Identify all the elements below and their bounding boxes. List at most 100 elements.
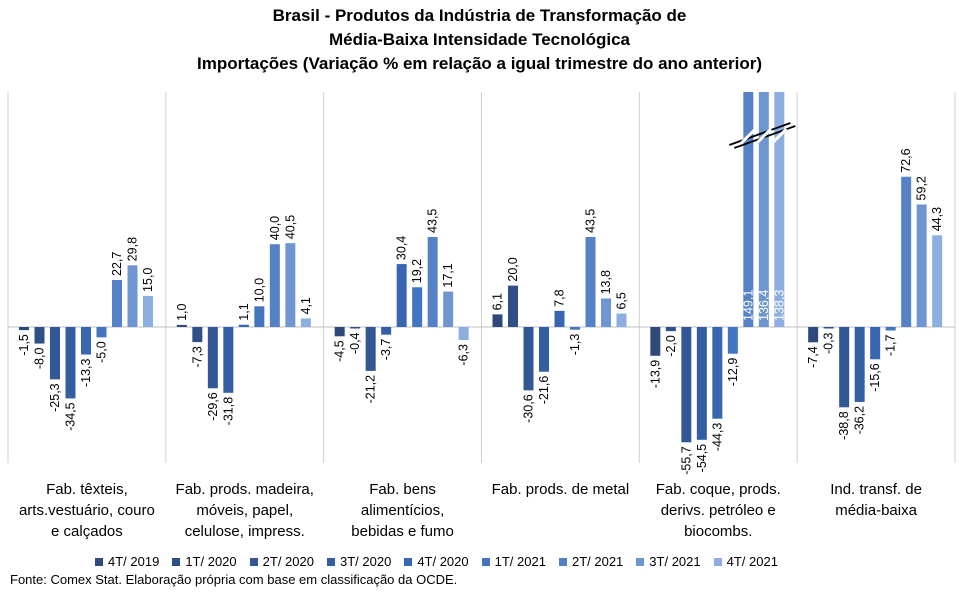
bar-3T2021-cat3 [601,298,611,327]
data-label: 19,2 [410,259,424,283]
data-label: 43,5 [584,209,598,233]
data-label: -13,3 [79,358,93,387]
data-label: -1,7 [884,334,898,356]
bar-4T2021-cat0 [143,295,153,327]
bar-3T2021-cat0 [127,265,138,327]
data-label: 40,0 [268,216,282,240]
category-label: Fab. têxteis, arts.vestuário, couro e calç… [19,481,155,540]
data-label: 17,1 [441,263,455,287]
data-label: 6,5 [615,292,629,309]
category-label-line: Fab. prods. madeira, [176,481,314,498]
bar-3T2020-cat2 [381,327,392,335]
bar-2T2020-cat3 [523,327,534,391]
data-label: 30,4 [395,236,409,260]
category-label-line: Fab. bens [369,481,436,498]
bar-4T2020-cat5 [870,327,881,360]
legend-label: 1T/ 2021 [494,554,546,569]
bar-4T2021-cat3 [616,313,627,327]
axis-break-gap [771,127,788,145]
data-label: -12,9 [726,358,740,387]
bar-4T2020-cat3 [554,310,565,327]
legend-swatch [249,557,258,566]
axis-break-gap [740,127,757,145]
legend-label: 4T/ 2021 [726,554,778,569]
data-label: -0,4 [348,332,362,354]
data-label: -13,9 [648,360,662,389]
bar-3T2021-cat1 [285,243,296,327]
bar-4T2021-cat5 [932,235,943,327]
legend-swatch [636,557,645,566]
data-label: 72,6 [899,148,913,172]
bar-4T2019-cat3 [492,314,503,327]
data-label: 40,5 [283,215,297,239]
bar-3T2021-cat5 [916,204,927,327]
bar-1T2020-cat2 [350,327,361,329]
legend-swatch [404,557,413,566]
legend: 4T/ 2019 1T/ 2020 2T/ 2020 3T/ 2020 4T/ 2020… [95,554,945,569]
bar-4T2019-cat5 [808,327,819,343]
data-label: 149,1 [741,290,755,321]
title-line-3: Importações (Variação % em relação a igu… [197,54,762,73]
category-label-line: derivs. petróleo e [661,502,776,519]
bar-2T2021-cat1 [269,244,280,327]
data-label: -6,3 [457,344,471,366]
category-label-line: móveis, papel, [196,502,293,519]
legend-label: 3T/ 2020 [339,554,392,569]
bar-1T2021-cat0 [96,327,107,338]
legend-label: 2T/ 2021 [571,554,624,569]
legend-item: 2T/ 2020 [249,554,314,569]
bar-3T2020-cat0 [65,327,76,399]
data-label: 15,0 [141,268,155,292]
legend-swatch [326,557,335,566]
data-label: -30,6 [522,394,536,423]
category-label-line: média-baixa [835,502,917,519]
category-label-line: Fab. têxteis, [46,481,128,498]
axis-break-mark [729,122,791,146]
chart-title: Brasil - Produtos da Indústria de Transf… [0,4,959,76]
bar-2T2021-cat2 [427,236,438,327]
data-label: 7,8 [553,289,567,306]
data-label: -2,0 [664,335,678,357]
data-label: -21,2 [364,375,378,404]
legend-swatch [713,557,722,566]
legend-label: 4T/ 2019 [108,554,160,569]
bar-2T2020-cat1 [207,327,218,389]
legend-label: 2T/ 2020 [262,554,314,569]
legend-item: 4T/ 2020 [404,554,469,569]
data-label: 43,5 [426,209,440,233]
data-label: 10,0 [252,278,266,302]
title-line-2: Média-Baixa Intensidade Tecnológica [328,30,631,49]
category-label-line: celulose, impress. [185,523,305,540]
data-labels: -1,5-8,0-25,3-34,5 -13,3-5,0 22,729,815,0 1… [17,148,944,474]
data-label: -1,5 [17,334,31,356]
legend-swatch [481,557,490,566]
bar-2T2020-cat5 [839,327,850,408]
bar-4T2020-cat1 [238,324,249,327]
category-label-line: Ind. transf. de [830,481,922,498]
legend-item: 4T/ 2019 [95,554,159,569]
legend-item: 4T/ 2021 [713,554,778,569]
axis-break-gap [755,127,772,145]
legend-item: 2T/ 2021 [558,554,624,569]
category-label: Ind. transf. de média-baixa [830,481,922,519]
data-label: -5,0 [95,341,109,363]
bar-3T2020-cat3 [539,327,549,372]
category-label-line: Fab. prods. de metal [492,481,630,498]
category-label-line: arts.vestuário, couro [19,502,155,519]
bar-2T2020-cat4 [681,327,692,443]
data-label: -0,3 [822,332,836,354]
data-label: -29,6 [206,392,220,421]
data-label: -25,3 [48,383,62,412]
data-label: -8,0 [33,348,47,370]
data-label: -44,3 [710,423,724,452]
data-label: 136,4 [757,290,771,321]
bar-1T2020-cat1 [192,327,203,343]
bar-4T2021-cat4 [774,92,785,327]
data-label: -36,2 [853,406,867,435]
bar-3T2020-cat1 [223,327,234,393]
legend-item: 1T/ 2021 [481,554,546,569]
data-label: -1,3 [568,334,582,356]
bar-1T2021-cat4 [727,327,738,354]
category-label-line: e calçados [51,523,123,540]
